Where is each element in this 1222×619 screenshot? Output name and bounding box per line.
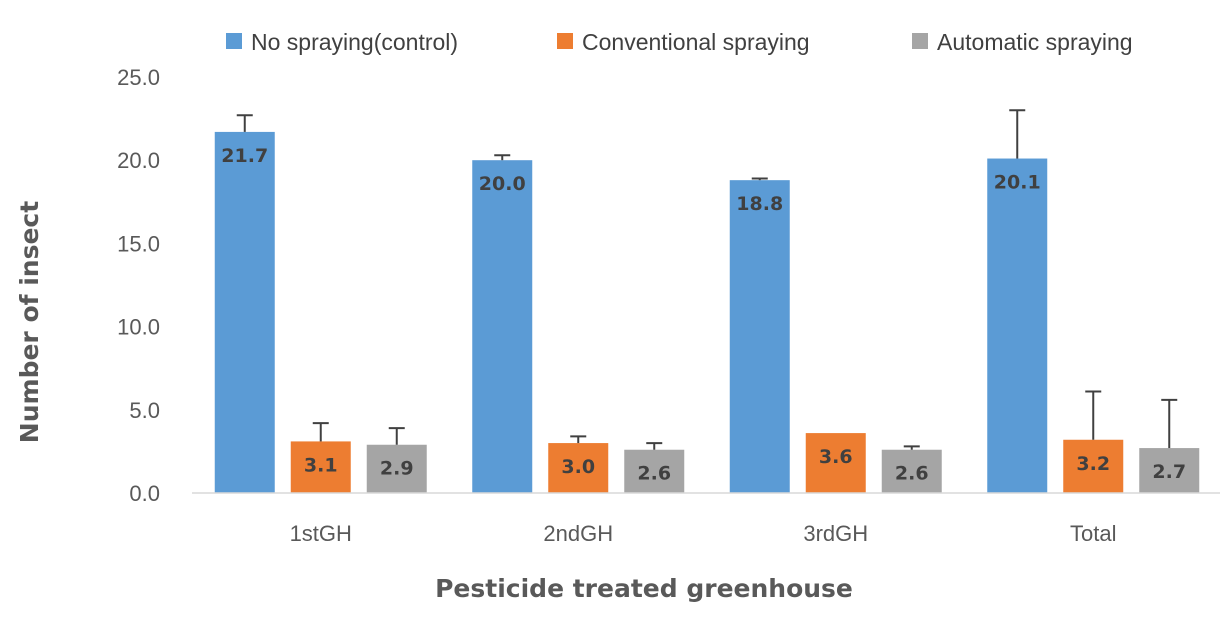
legend-item: Automatic spraying [912,29,1133,55]
legend-swatch [912,33,928,49]
data-label: 21.7 [221,145,268,167]
y-tick-label: 15.0 [117,231,160,256]
legend-label: Conventional spraying [582,29,810,55]
bars: 21.7 3.1 2.9 20.0 3.0 2.6 18.8 3.6 2.6 20.1 3.2 2.7 [214,109,1200,494]
data-label: 3.0 [561,456,595,478]
bar [881,449,942,493]
data-label: 2.7 [1152,461,1186,483]
x-axis-title: Pesticide treated greenhouse [435,574,853,603]
legend-label: No spraying(control) [251,29,458,55]
y-axis-ticks: 0.0 5.0 10.0 15.0 20.0 25.0 [117,65,160,506]
data-label: 3.6 [819,446,853,468]
data-label: 20.1 [994,172,1041,194]
legend-item: No spraying(control) [226,29,458,55]
legend-swatch [226,33,242,49]
legend: No spraying(control) Conventional sprayin… [226,29,1133,55]
y-tick-label: 10.0 [117,315,160,340]
legend-label: Automatic spraying [937,29,1133,55]
y-tick-label: 0.0 [129,481,160,506]
bar [472,160,533,493]
y-tick-label: 5.0 [129,398,160,423]
data-label: 2.6 [637,463,671,485]
data-label: 18.8 [736,193,783,215]
bar [1139,448,1200,493]
legend-swatch [557,33,573,49]
bar [729,180,790,493]
bar [987,158,1048,493]
data-label: 3.1 [304,454,338,476]
x-tick-label: 3rdGH [803,521,868,546]
legend-item: Conventional spraying [557,29,810,55]
y-axis-title: Number of insect [15,201,44,443]
data-label: 2.6 [895,463,929,485]
bar [290,441,351,493]
bar [214,131,275,494]
data-label: 2.9 [380,458,414,480]
bar [548,443,609,493]
bar [805,433,866,493]
x-axis-ticks: 1stGH 2ndGH 3rdGH Total [290,521,1117,546]
data-label: 20.0 [479,173,526,195]
bar [1063,439,1124,493]
x-tick-label: Total [1070,521,1116,546]
y-tick-label: 25.0 [117,65,160,90]
bar [366,444,427,493]
x-tick-label: 1stGH [290,521,352,546]
data-label: 3.2 [1076,453,1110,475]
x-tick-label: 2ndGH [543,521,613,546]
y-tick-label: 20.0 [117,148,160,173]
bar [624,449,685,493]
